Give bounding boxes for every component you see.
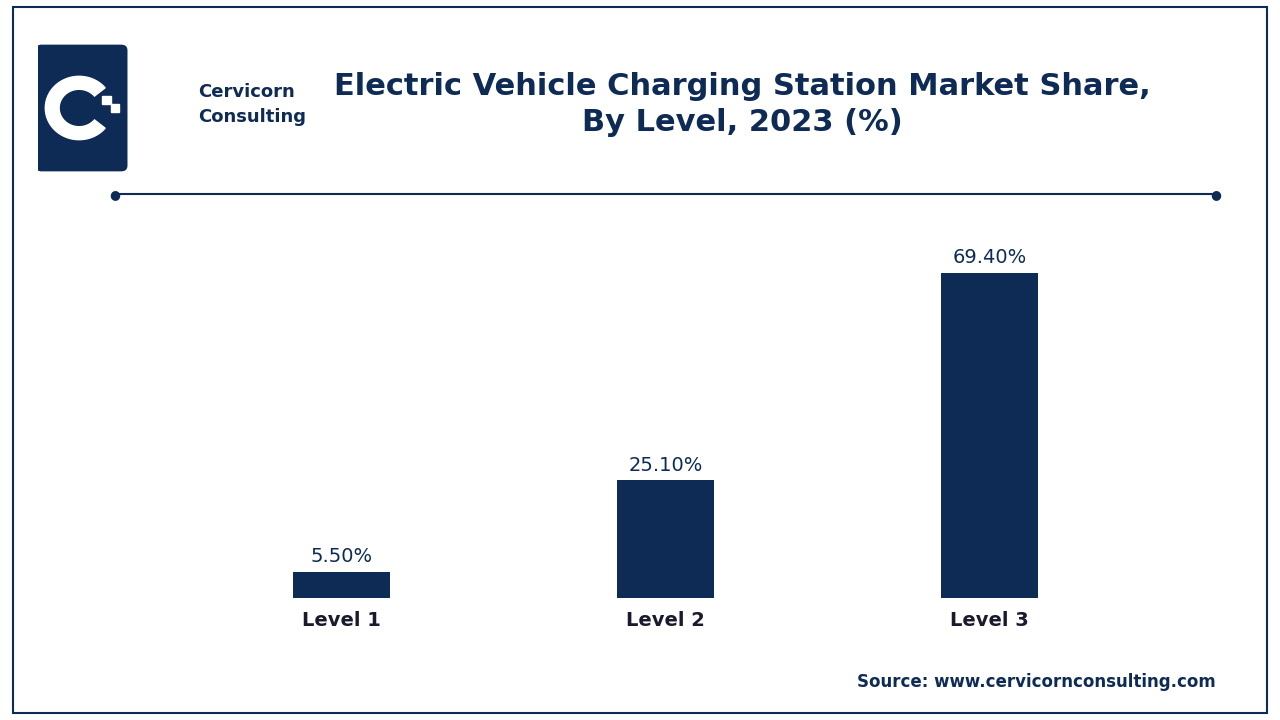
- Bar: [617, 480, 714, 598]
- FancyBboxPatch shape: [36, 45, 128, 171]
- Text: Source: www.cervicornconsulting.com: Source: www.cervicornconsulting.com: [858, 673, 1216, 691]
- Text: Cervicorn
Consulting: Cervicorn Consulting: [198, 83, 306, 126]
- Polygon shape: [45, 76, 105, 140]
- Text: 69.40%: 69.40%: [952, 248, 1027, 267]
- Bar: [293, 572, 390, 598]
- Bar: [941, 273, 1038, 598]
- Bar: [111, 104, 119, 112]
- Text: 5.50%: 5.50%: [311, 547, 372, 566]
- Text: ●: ●: [110, 188, 120, 201]
- Text: Electric Vehicle Charging Station Market Share,
By Level, 2023 (%): Electric Vehicle Charging Station Market…: [334, 72, 1151, 137]
- Bar: [102, 96, 110, 104]
- Text: 25.10%: 25.10%: [628, 456, 703, 474]
- Text: ●: ●: [1211, 188, 1221, 201]
